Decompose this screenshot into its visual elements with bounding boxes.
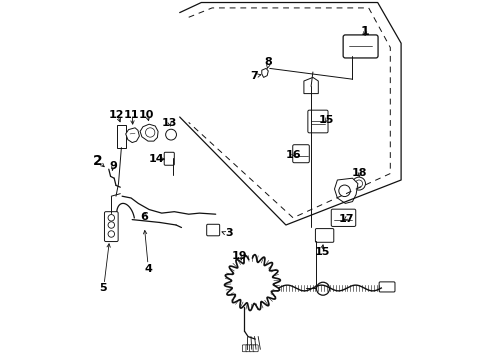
FancyBboxPatch shape (245, 345, 250, 352)
Polygon shape (261, 68, 268, 77)
FancyBboxPatch shape (242, 345, 247, 352)
Circle shape (165, 129, 176, 140)
Text: 10: 10 (139, 110, 154, 120)
Text: 5: 5 (99, 283, 106, 293)
FancyBboxPatch shape (378, 282, 394, 292)
Circle shape (108, 222, 114, 228)
Circle shape (108, 215, 114, 221)
Text: 1: 1 (360, 25, 369, 38)
FancyBboxPatch shape (292, 145, 309, 163)
FancyBboxPatch shape (315, 229, 333, 242)
Polygon shape (125, 128, 139, 143)
FancyBboxPatch shape (164, 152, 174, 165)
Circle shape (316, 282, 329, 295)
Text: 4: 4 (144, 264, 152, 274)
Text: 18: 18 (351, 168, 366, 178)
FancyBboxPatch shape (330, 209, 355, 226)
Text: 3: 3 (224, 228, 232, 238)
Text: 19: 19 (231, 251, 247, 261)
Polygon shape (140, 124, 158, 141)
FancyBboxPatch shape (249, 345, 254, 352)
Text: 14: 14 (148, 154, 164, 164)
Text: 9: 9 (109, 161, 117, 171)
FancyBboxPatch shape (104, 212, 118, 242)
Text: 2: 2 (93, 154, 102, 168)
Text: 17: 17 (338, 213, 353, 224)
FancyBboxPatch shape (253, 345, 258, 352)
Circle shape (338, 185, 349, 197)
Text: 6: 6 (140, 212, 148, 222)
Polygon shape (334, 178, 357, 203)
Text: 15: 15 (318, 115, 334, 125)
Text: 15: 15 (314, 247, 329, 257)
Circle shape (108, 231, 114, 237)
Text: 13: 13 (162, 118, 177, 128)
Text: 8: 8 (264, 57, 272, 67)
Circle shape (145, 128, 155, 137)
Text: 7: 7 (250, 71, 258, 81)
Text: 16: 16 (285, 150, 301, 160)
FancyBboxPatch shape (343, 35, 377, 58)
Circle shape (355, 180, 362, 187)
FancyBboxPatch shape (206, 224, 219, 236)
Polygon shape (303, 77, 318, 94)
FancyBboxPatch shape (117, 125, 126, 148)
Circle shape (352, 177, 365, 190)
FancyBboxPatch shape (307, 110, 327, 133)
Text: 12: 12 (108, 110, 123, 120)
Text: 11: 11 (123, 110, 139, 120)
